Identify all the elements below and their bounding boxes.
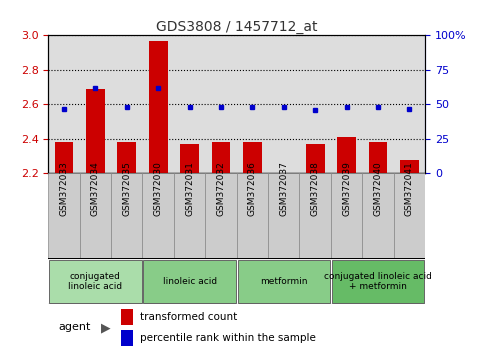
Bar [306,144,325,173]
Text: linoleic acid: linoleic acid [162,277,217,286]
Text: GSM372035: GSM372035 [122,161,131,216]
Bar [268,173,299,258]
Bar [48,173,80,258]
Bar [111,173,142,258]
Text: ▶: ▶ [101,321,111,334]
Bar [143,260,236,303]
Bar [121,330,133,346]
Bar [237,173,268,258]
Text: GSM372038: GSM372038 [311,161,320,216]
Text: GSM372041: GSM372041 [405,161,414,216]
Text: GSM372031: GSM372031 [185,161,194,216]
Bar [299,173,331,258]
Text: GSM372032: GSM372032 [216,161,226,216]
Text: GSM372033: GSM372033 [59,161,69,216]
Bar [332,260,424,303]
Bar [174,173,205,258]
Text: GSM372034: GSM372034 [91,161,100,216]
Bar [400,160,419,173]
Text: GSM372030: GSM372030 [154,161,163,216]
Bar [149,41,168,173]
Text: conjugated linoleic acid
+ metformin: conjugated linoleic acid + metformin [324,272,432,291]
Bar [243,142,262,173]
Bar [86,89,105,173]
Text: agent: agent [58,322,90,332]
Text: conjugated
linoleic acid: conjugated linoleic acid [68,272,123,291]
Bar [49,260,142,303]
Bar [180,144,199,173]
Bar [362,173,394,258]
Bar [117,142,136,173]
Text: GSM372039: GSM372039 [342,161,351,216]
Bar [238,260,330,303]
Bar [121,309,133,325]
Text: metformin: metformin [260,277,308,286]
Text: percentile rank within the sample: percentile rank within the sample [140,332,316,343]
Bar [212,142,230,173]
Bar [205,173,237,258]
Bar [369,142,387,173]
Title: GDS3808 / 1457712_at: GDS3808 / 1457712_at [156,21,317,34]
Text: GSM372037: GSM372037 [279,161,288,216]
Text: GSM372040: GSM372040 [373,161,383,216]
Bar [80,173,111,258]
Bar [142,173,174,258]
Bar [331,173,362,258]
Bar [337,137,356,173]
Text: GSM372036: GSM372036 [248,161,257,216]
Bar [394,173,425,258]
Bar [55,142,73,173]
Text: transformed count: transformed count [140,312,237,322]
